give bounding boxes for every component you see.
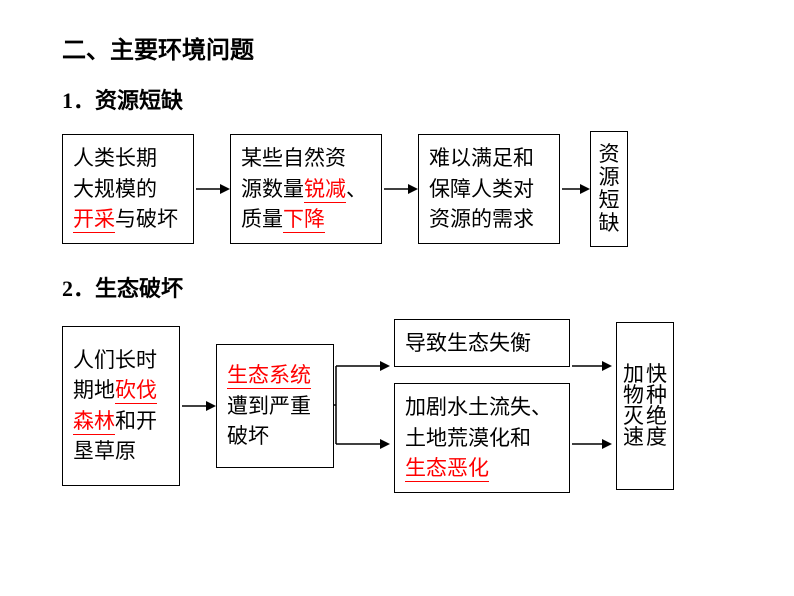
text: 源	[597, 166, 621, 189]
text: 资	[597, 143, 621, 166]
text: 质量	[241, 207, 283, 231]
highlight-text: 生态恶化	[405, 456, 489, 482]
text: 某些自然资	[241, 146, 346, 170]
text: 与破坏	[115, 207, 178, 231]
merge-arrows-icon	[570, 326, 616, 486]
flow-row-2: 人们长时 期地砍伐 森林和开 垦草原 生态系统 遭到严重 破坏 导致生态失衡 加…	[62, 319, 732, 493]
node-b3: 导致生态失衡	[394, 319, 570, 367]
text: 短	[597, 189, 621, 212]
text: 资源的需求	[429, 207, 534, 231]
text: 源数量	[241, 177, 304, 201]
highlight-text: 砍伐	[115, 378, 157, 404]
text: 难以满足和	[429, 146, 534, 170]
page: 二、主要环境问题 1．资源短缺 人类长期 大规模的 开采与破坏 某些自然资 源数…	[0, 0, 794, 513]
text: 破坏	[227, 424, 269, 448]
text: 人类长期	[73, 146, 157, 170]
text: 灭	[623, 406, 644, 427]
text: 加剧水土流失、	[405, 395, 552, 419]
flow-row-1: 人类长期 大规模的 开采与破坏 某些自然资 源数量锐减、 质量下降 难以满足和 …	[62, 131, 732, 247]
text: 绝	[646, 406, 667, 427]
text: 和开	[115, 409, 157, 433]
node-b2: 生态系统 遭到严重 破坏	[216, 344, 334, 468]
highlight-text: 开采	[73, 207, 115, 233]
arrow-icon	[560, 179, 590, 199]
node-a1: 人类长期 大规模的 开采与破坏	[62, 134, 194, 243]
mid-column: 导致生态失衡 加剧水土流失、 土地荒漠化和 生态恶化	[394, 319, 570, 493]
text: 大规模的	[73, 177, 157, 201]
node-b5: 加快 物种 灭绝 速度	[616, 322, 674, 490]
node-a3: 难以满足和 保障人类对 资源的需求	[418, 134, 560, 243]
arrow-icon	[180, 396, 216, 416]
text: 期地	[73, 378, 115, 402]
branch-arrows-icon	[334, 326, 394, 486]
arrow-icon	[194, 179, 230, 199]
highlight-text: 生态系统	[227, 363, 311, 389]
highlight-text: 锐减	[304, 177, 346, 203]
node-a2: 某些自然资 源数量锐减、 质量下降	[230, 134, 382, 243]
text: 导致生态失衡	[405, 331, 531, 355]
text: 加	[623, 364, 644, 385]
text: 人们长时	[73, 348, 157, 372]
text: 、	[346, 177, 367, 201]
text: 土地荒漠化和	[405, 426, 531, 450]
section-title: 二、主要环境问题	[62, 30, 732, 65]
node-b4: 加剧水土流失、 土地荒漠化和 生态恶化	[394, 383, 570, 492]
text: 度	[646, 427, 667, 448]
text: 种	[646, 385, 667, 406]
subtitle-1: 1．资源短缺	[62, 83, 732, 115]
text: 速	[623, 427, 644, 448]
text: 遭到严重	[227, 394, 311, 418]
text: 快	[646, 364, 667, 385]
subtitle-2: 2．生态破坏	[62, 271, 732, 303]
text: 缺	[597, 212, 621, 235]
node-b1: 人们长时 期地砍伐 森林和开 垦草原	[62, 326, 180, 486]
text: 物	[623, 385, 644, 406]
text: 垦草原	[73, 439, 136, 463]
highlight-text: 下降	[283, 207, 325, 233]
text: 保障人类对	[429, 177, 534, 201]
highlight-text: 森林	[73, 409, 115, 435]
node-a4: 资 源 短 缺	[590, 131, 628, 247]
arrow-icon	[382, 179, 418, 199]
